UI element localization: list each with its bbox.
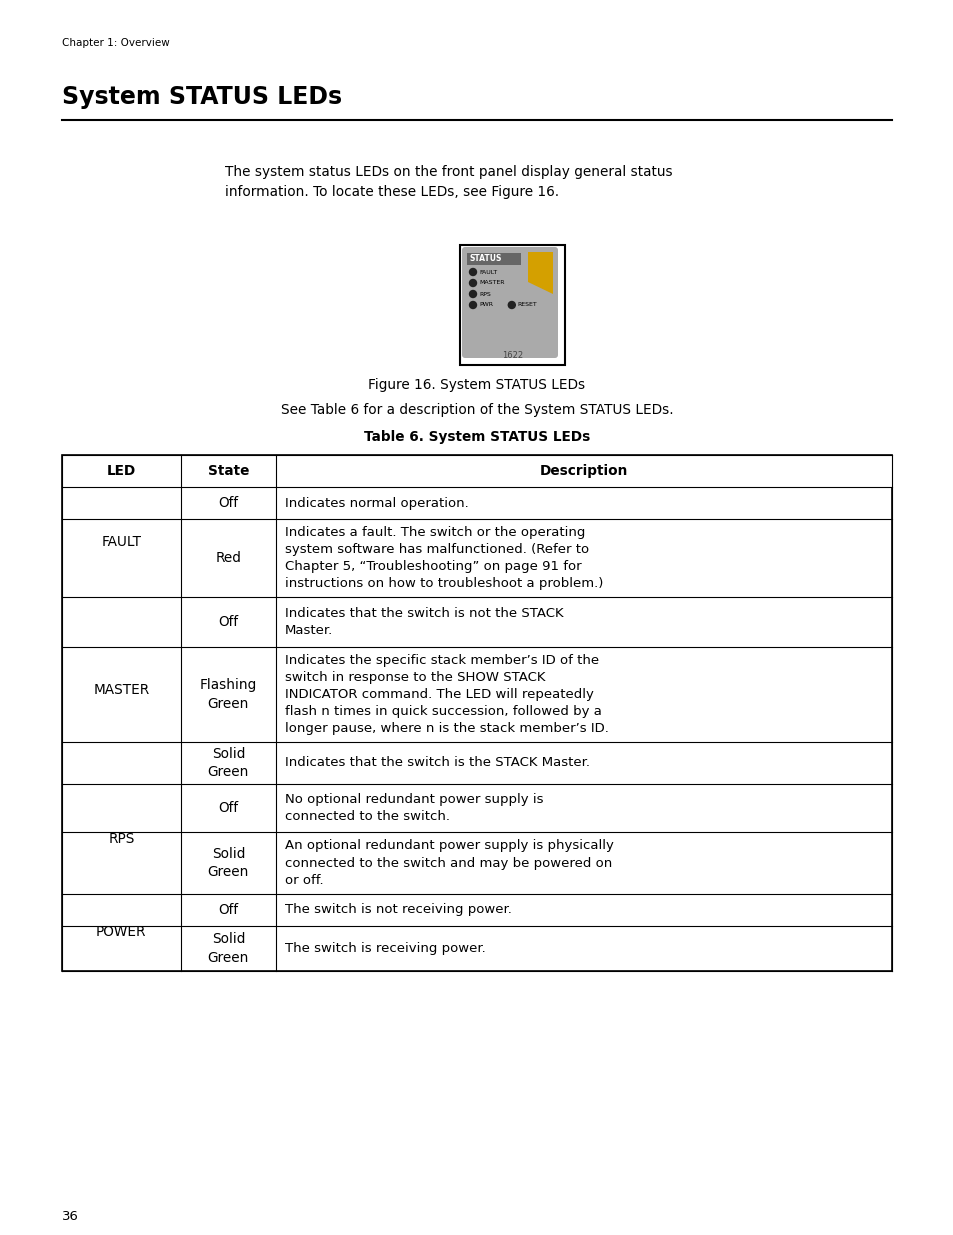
Text: Indicates normal operation.: Indicates normal operation.	[285, 496, 468, 510]
Text: System STATUS LEDs: System STATUS LEDs	[62, 85, 342, 109]
Circle shape	[469, 290, 476, 298]
Text: RPS: RPS	[478, 291, 490, 296]
Bar	[467, 253, 520, 266]
Text: No optional redundant power supply is
connected to the switch.: No optional redundant power supply is co…	[285, 793, 543, 823]
Text: Figure 16. System STATUS LEDs: Figure 16. System STATUS LEDs	[368, 378, 585, 391]
Bar	[527, 252, 553, 282]
Text: MASTER: MASTER	[93, 683, 150, 698]
Text: STATUS: STATUS	[470, 254, 502, 263]
Text: POWER: POWER	[96, 925, 147, 940]
Circle shape	[469, 268, 476, 275]
Text: FAULT: FAULT	[101, 535, 141, 550]
Text: The switch is not receiving power.: The switch is not receiving power.	[285, 904, 512, 916]
Text: FAULT: FAULT	[478, 269, 497, 274]
Text: Flashing
Green: Flashing Green	[199, 678, 256, 710]
Text: Off: Off	[218, 496, 238, 510]
Text: Indicates that the switch is the STACK Master.: Indicates that the switch is the STACK M…	[285, 757, 590, 769]
Text: Indicates that the switch is not the STACK
Master.: Indicates that the switch is not the STA…	[285, 606, 563, 637]
Text: Chapter 1: Overview: Chapter 1: Overview	[62, 38, 170, 48]
Text: Indicates a fault. The switch or the operating
system software has malfunctioned: Indicates a fault. The switch or the ope…	[285, 526, 603, 590]
Text: MASTER: MASTER	[478, 280, 504, 285]
Text: 1622: 1622	[501, 351, 522, 359]
Text: State: State	[208, 464, 249, 478]
Circle shape	[469, 301, 476, 309]
Text: An optional redundant power supply is physically
connected to the switch and may: An optional redundant power supply is ph…	[285, 840, 614, 887]
Text: Solid
Green: Solid Green	[208, 847, 249, 879]
Circle shape	[508, 301, 515, 309]
FancyBboxPatch shape	[461, 247, 558, 358]
Text: Solid
Green: Solid Green	[208, 747, 249, 779]
Bar	[62, 454, 891, 487]
Text: RPS: RPS	[108, 832, 134, 846]
Text: PWR: PWR	[478, 303, 493, 308]
Text: Description: Description	[539, 464, 628, 478]
Text: LED: LED	[107, 464, 136, 478]
Text: The system status LEDs on the front panel display general status
information. To: The system status LEDs on the front pane…	[225, 165, 672, 199]
Text: Red: Red	[215, 551, 241, 564]
Text: Indicates the specific stack member’s ID of the
switch in response to the SHOW S: Indicates the specific stack member’s ID…	[285, 655, 608, 735]
Text: Off: Off	[218, 615, 238, 629]
Bar	[62, 454, 891, 971]
Text: RESET: RESET	[517, 303, 537, 308]
Text: See Table 6 for a description of the System STATUS LEDs.: See Table 6 for a description of the Sys…	[280, 403, 673, 417]
Polygon shape	[527, 282, 553, 294]
Text: Table 6. System STATUS LEDs: Table 6. System STATUS LEDs	[363, 430, 590, 445]
Text: 36: 36	[62, 1210, 79, 1223]
Text: Off: Off	[218, 802, 238, 815]
Bar	[459, 245, 564, 366]
Text: Solid
Green: Solid Green	[208, 932, 249, 965]
Text: The switch is receiving power.: The switch is receiving power.	[285, 942, 485, 955]
Text: Off: Off	[218, 903, 238, 918]
Circle shape	[469, 279, 476, 287]
